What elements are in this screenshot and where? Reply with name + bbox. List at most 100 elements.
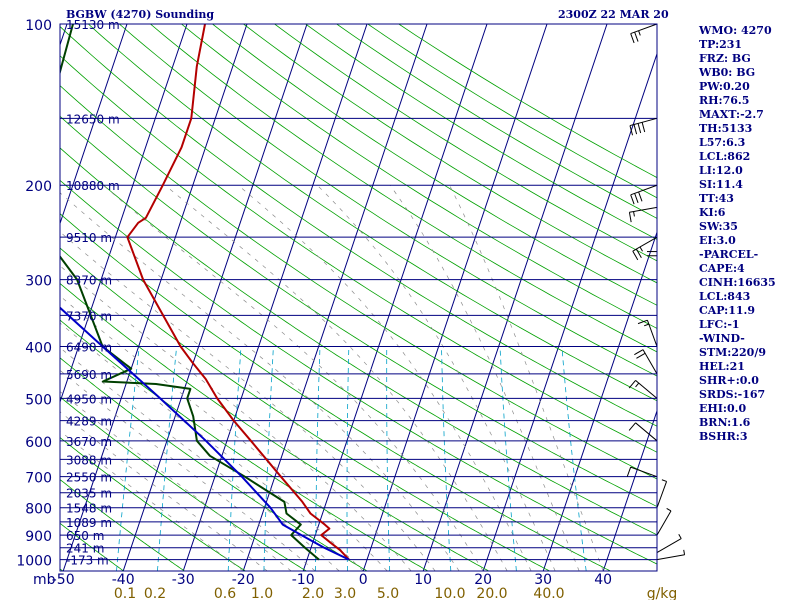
wind-barb-half-feather [635,382,640,388]
dry-adiabat-line [60,26,657,427]
wind-barb-feather [629,125,634,136]
mixing-ratio-tick-label: 20.0 [476,586,507,600]
wind-barb-feather [632,250,639,261]
moist-adiabat-line [164,184,508,571]
wind-barb-staff [630,466,658,478]
mixing-ratio-tick-label: 2.0 [302,586,324,600]
pressure-tick-label: 1000 [16,554,52,570]
wind-barb-feather [635,248,642,258]
height-label: 650 m [66,529,104,543]
index-item: WB0: BG [699,66,756,79]
wind-barb-feather [628,212,632,223]
wind-barb-half-feather [633,211,635,217]
dry-adiabat-line [274,24,657,262]
temperature-tick-label: 30 [534,572,552,588]
moist-adiabat-line [237,184,532,571]
moist-adiabat-line [449,185,604,571]
wind-barb-feather [634,193,639,203]
moist-adiabat-line [60,265,412,571]
dry-adiabat-line [60,437,246,571]
isotherm-line [60,24,68,47]
height-label: 8370 m [66,274,112,288]
mixing-ratio-tick-label: 10.0 [434,586,465,600]
wind-barb-feather [630,194,635,205]
temperature-tick-label: -40 [112,572,135,588]
moist-adiabat-line [317,184,556,571]
index-item: LCL:843 [699,290,751,303]
isotherm-line [602,409,657,571]
mixing-ratio-line [441,346,452,571]
valid-time: 2300Z 22 MAR 20 [558,8,669,21]
dry-adiabat-line [119,24,657,377]
grid-layer [0,24,657,571]
mixing-ratio-line [561,346,587,571]
temperature-trace [126,24,350,561]
dry-adiabat-line [60,147,657,536]
trace-layer [60,24,350,561]
wind-barb [634,349,658,375]
dry-adiabat-line [212,24,657,306]
wind-barb [647,251,658,280]
mixing-ratio-line [346,346,350,571]
index-item: TP:231 [699,38,743,51]
wind-barb-staff [642,349,658,375]
wind-barb-half-feather [683,549,686,555]
wind-barb [629,117,658,136]
mixing-ratio-tick-label: 40.0 [533,586,564,600]
pressure-tick-label: 700 [25,471,52,487]
height-label: 15130 m [66,18,120,32]
stability-indices: WMO: 4270 TP:231 FRZ: BG WB0: BG PW:0.20 RH:7… [699,24,776,444]
pressure-unit-label: mb [33,572,56,588]
dry-adiabat-line [60,179,657,565]
height-label: 6490 m [66,340,112,354]
height-label: 2035 m [66,487,112,501]
wind-barb-staff [656,510,672,536]
mixing-ratio-tick-label: 0.1 [114,586,136,600]
wind-barb [656,533,682,553]
index-item: STM:220/9 [699,346,766,359]
wind-barb-half-feather [661,479,667,482]
index-item: KI:6 [699,206,726,219]
height-label: 1089 m [66,516,112,530]
isotherm-line [302,24,488,571]
pressure-tick-label: 100 [25,18,52,34]
height-label: 5690 m [66,368,112,382]
temperature-tick-label: -50 [52,572,75,588]
plot-frame [59,23,658,572]
dry-adiabat-line [60,85,657,480]
index-item: SW:35 [699,220,738,233]
isotherm-line [0,24,7,571]
wind-barb [632,236,658,261]
wind-barb-staff [629,117,658,127]
height-label: 2550 m [66,471,112,485]
isotherm-line [60,24,128,225]
index-item: RH:76.5 [699,94,750,107]
pressure-tick-label: 500 [25,392,52,408]
wind-barb-feather [626,466,632,477]
wind-barb [626,466,658,478]
dry-adiabat-line [60,522,124,571]
wind-barb [630,23,658,44]
mixing-ratio-tick-label: 0.2 [144,586,166,600]
wind-barb [656,549,686,561]
wind-barb-staff [656,481,668,508]
moist-adiabat-line [60,369,316,571]
pressure-tick-label: 300 [25,274,52,290]
wind-barb-feather [634,349,644,356]
wind-barb-feather [636,352,646,359]
index-item: PW:0.20 [699,80,750,93]
index-item: LI:12.0 [699,164,743,177]
temperature-tick-label: -10 [292,572,315,588]
height-label: 4289 m [66,415,112,429]
moist-adiabat-line [60,192,460,571]
height-label: 3088 m [66,453,112,467]
mixing-ratio-line [315,346,321,571]
mixing-ratio-line [157,346,177,571]
index-item: TH:5133 [699,122,753,135]
mixing-ratio-line [227,346,242,571]
wind-barb-staff [635,380,658,399]
wind-barb-feather [630,33,635,44]
height-label: 3670 m [66,435,112,449]
dry-adiabat-line [88,24,657,402]
